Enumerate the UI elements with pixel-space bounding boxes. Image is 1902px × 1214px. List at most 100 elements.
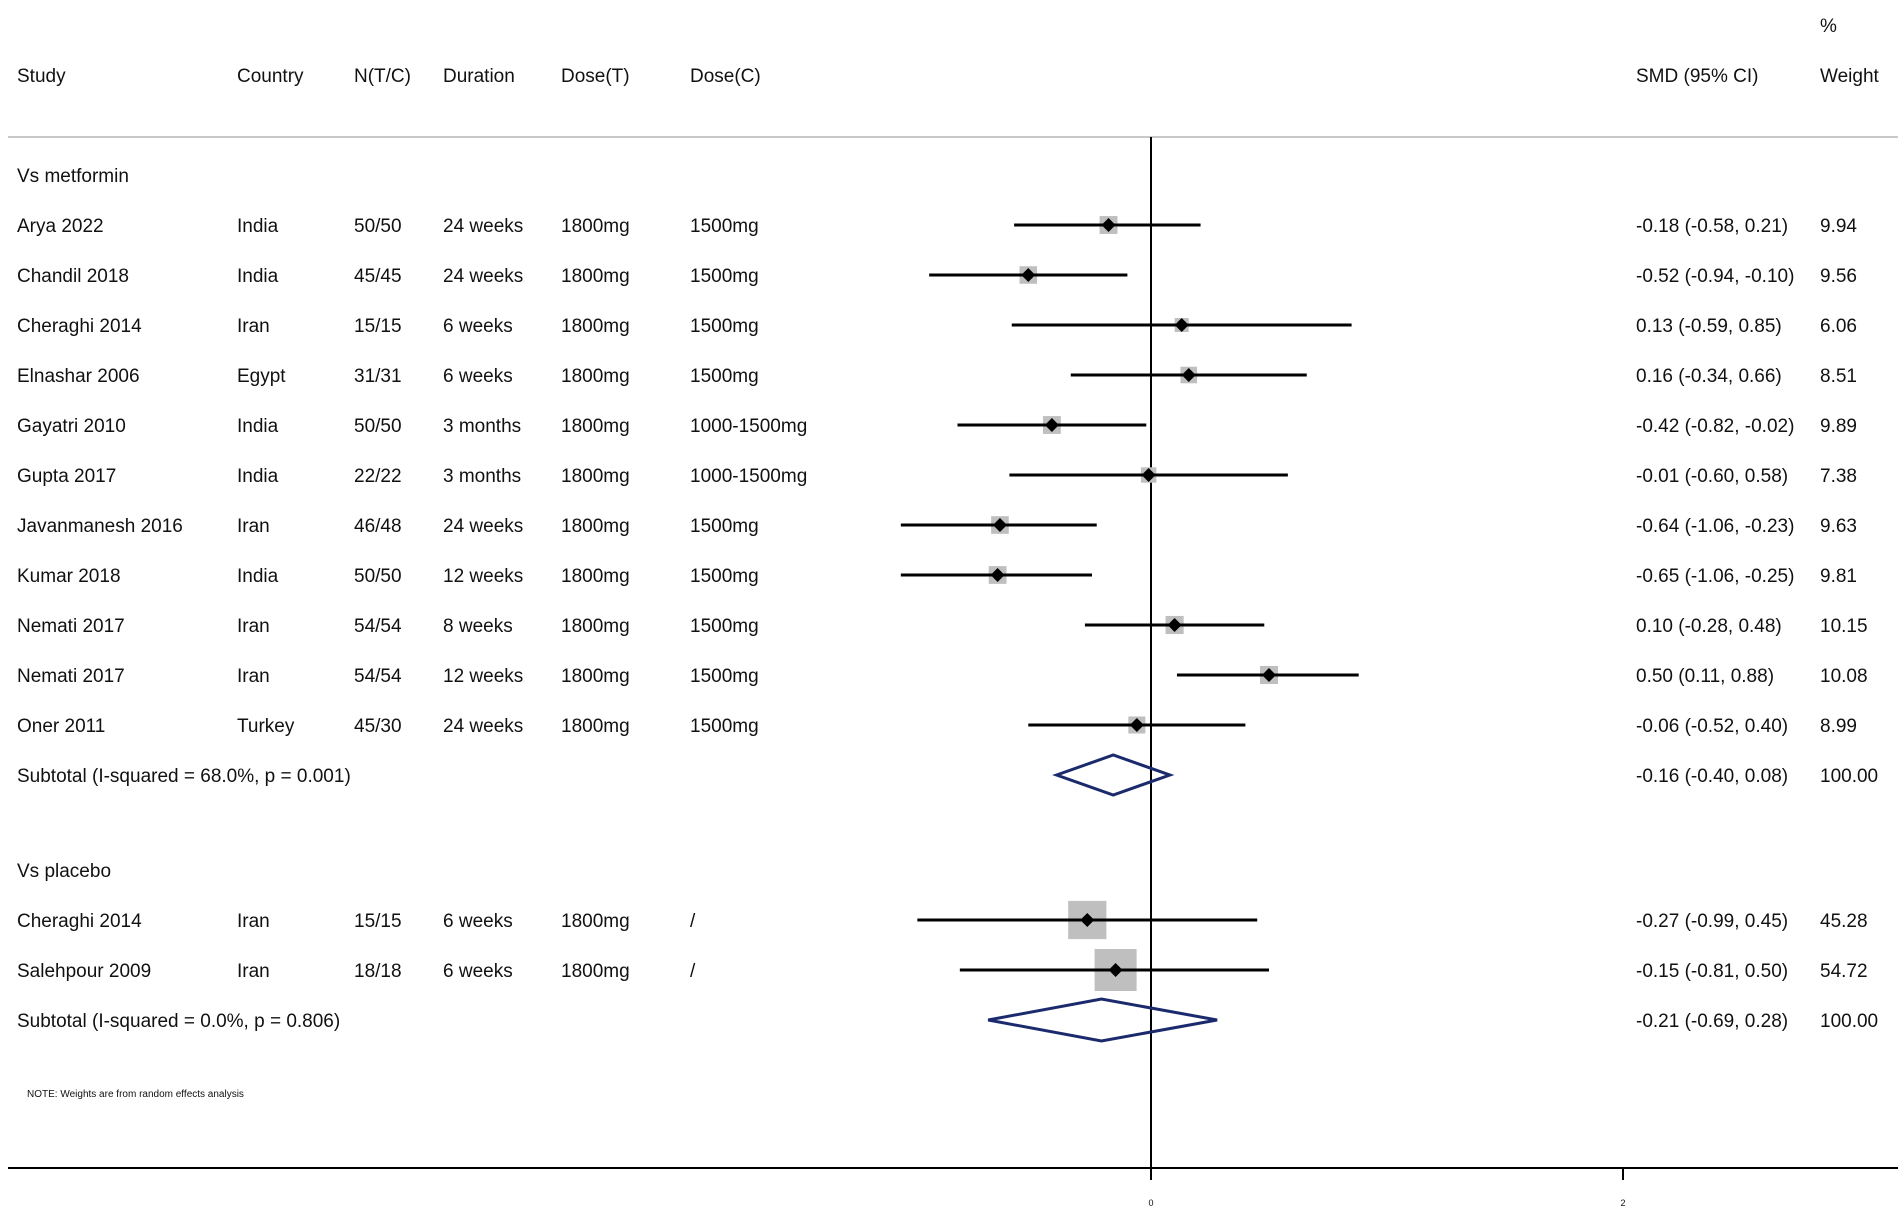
- point-estimate: [992, 518, 1007, 532]
- study-country: Iran: [237, 616, 270, 637]
- study-n: 46/48: [354, 516, 402, 537]
- study-n: 50/50: [354, 216, 402, 237]
- study-dose-c: 1500mg: [690, 566, 759, 587]
- study-dose-t: 1800mg: [561, 961, 630, 982]
- study-smd-ci: -0.65 (-1.06, -0.25): [1636, 566, 1794, 587]
- study-name: Oner 2011: [17, 716, 105, 737]
- study-row: Javanmanesh 2016 Iran 46/48 24 weeks 1800mg 1…: [17, 516, 1857, 537]
- study-weight: 9.81: [1820, 566, 1857, 587]
- study-name: Cheraghi 2014: [17, 911, 142, 932]
- header-country: Country: [237, 66, 304, 87]
- study-duration: 24 weeks: [443, 266, 523, 287]
- point-estimate: [1044, 418, 1059, 432]
- study-n: 50/50: [354, 416, 402, 437]
- study-dose-c: 1500mg: [690, 716, 759, 737]
- group-label: Vs metformin: [17, 166, 129, 187]
- point-estimate: [990, 568, 1005, 582]
- study-weight: 45.28: [1820, 911, 1868, 932]
- subtotal-smd-ci: -0.16 (-0.40, 0.08): [1636, 766, 1788, 787]
- study-duration: 3 months: [443, 416, 521, 437]
- study-duration: 24 weeks: [443, 516, 523, 537]
- study-row: Salehpour 2009 Iran 18/18 6 weeks 1800mg / -0.…: [17, 949, 1868, 991]
- column-headers: Study Country N(T/C) Duration Dose(T) Do…: [17, 16, 1880, 87]
- study-smd-ci: 0.16 (-0.34, 0.66): [1636, 366, 1782, 387]
- study-dose-c: 1500mg: [690, 366, 759, 387]
- pooled-diamond: [1052, 753, 1175, 797]
- study-smd-ci: -0.15 (-0.81, 0.50): [1636, 961, 1788, 982]
- point-estimate: [1181, 368, 1196, 382]
- study-name: Gupta 2017: [17, 466, 116, 487]
- study-row: Cheraghi 2014 Iran 15/15 6 weeks 1800mg / -0.2…: [17, 900, 1868, 940]
- study-duration: 3 months: [443, 466, 521, 487]
- study-row: Kumar 2018 India 50/50 12 weeks 1800mg 1500mg…: [17, 566, 1857, 587]
- study-weight: 9.63: [1820, 516, 1857, 537]
- group-label: Vs placebo: [17, 861, 111, 882]
- study-dose-t: 1800mg: [561, 316, 630, 337]
- subtotal-weight: 100.00: [1820, 1011, 1878, 1032]
- study-smd-ci: 0.10 (-0.28, 0.48): [1636, 616, 1782, 637]
- point-estimate: [1129, 718, 1144, 732]
- study-dose-t: 1800mg: [561, 516, 630, 537]
- point-estimate: [1167, 618, 1182, 632]
- study-dose-t: 1800mg: [561, 616, 630, 637]
- header-dose-t: Dose(T): [561, 66, 630, 87]
- study-dose-t: 1800mg: [561, 266, 630, 287]
- study-row: Nemati 2017 Iran 54/54 8 weeks 1800mg 1500mg 0…: [17, 615, 1868, 637]
- study-smd-ci: 0.13 (-0.59, 0.85): [1636, 316, 1782, 337]
- header-duration: Duration: [443, 66, 515, 87]
- point-estimate: [1174, 318, 1189, 332]
- header-n: N(T/C): [354, 66, 411, 87]
- header-weight-percent: %: [1820, 16, 1837, 37]
- pooled-diamond: [987, 997, 1218, 1043]
- study-dose-t: 1800mg: [561, 566, 630, 587]
- study-row: Arya 2022 India 50/50 24 weeks 1800mg 1500mg -…: [17, 216, 1857, 237]
- study-smd-ci: -0.01 (-0.60, 0.58): [1636, 466, 1788, 487]
- group-2: Vs placebo Cheraghi 2014 Iran 15/15 6 weeks 1…: [17, 861, 1878, 1043]
- study-weight: 6.06: [1820, 316, 1857, 337]
- study-dose-c: 1500mg: [690, 516, 759, 537]
- study-name: Gayatri 2010: [17, 416, 126, 437]
- point-estimate: [1021, 268, 1036, 282]
- subtotal-smd-ci: -0.21 (-0.69, 0.28): [1636, 1011, 1788, 1032]
- study-n: 15/15: [354, 316, 402, 337]
- header-weight: Weight: [1820, 66, 1880, 87]
- study-weight: 10.15: [1820, 616, 1868, 637]
- study-smd-ci: -0.06 (-0.52, 0.40): [1636, 716, 1788, 737]
- study-country: India: [237, 266, 279, 287]
- study-name: Elnashar 2006: [17, 366, 140, 387]
- header-study: Study: [17, 66, 66, 87]
- study-duration: 12 weeks: [443, 566, 523, 587]
- study-weight: 9.94: [1820, 216, 1857, 237]
- subtotal-label: Subtotal (I-squared = 68.0%, p = 0.001): [17, 766, 351, 787]
- study-row: Cheraghi 2014 Iran 15/15 6 weeks 1800mg 1500m…: [17, 316, 1857, 337]
- x-tick-label: 0: [1148, 1198, 1153, 1208]
- study-smd-ci: -0.64 (-1.06, -0.23): [1636, 516, 1794, 537]
- study-dose-c: /: [690, 911, 696, 932]
- study-country: Iran: [237, 911, 270, 932]
- study-weight: 9.89: [1820, 416, 1857, 437]
- point-estimate: [1101, 218, 1116, 232]
- study-row: Oner 2011 Turkey 45/30 24 weeks 1800mg 1500mg…: [17, 716, 1857, 737]
- study-dose-t: 1800mg: [561, 716, 630, 737]
- study-dose-c: 1500mg: [690, 216, 759, 237]
- study-dose-t: 1800mg: [561, 416, 630, 437]
- study-weight: 8.51: [1820, 366, 1857, 387]
- study-weight: 9.56: [1820, 266, 1857, 287]
- study-country: India: [237, 416, 279, 437]
- point-estimate: [1080, 913, 1095, 927]
- study-row: Elnashar 2006 Egypt 31/31 6 weeks 1800mg 1500…: [17, 366, 1857, 387]
- subtotal-label: Subtotal (I-squared = 0.0%, p = 0.806): [17, 1011, 340, 1032]
- study-weight: 7.38: [1820, 466, 1857, 487]
- study-country: Iran: [237, 316, 270, 337]
- study-dose-c: 1500mg: [690, 666, 759, 687]
- study-dose-c: 1000-1500mg: [690, 466, 807, 487]
- study-duration: 6 weeks: [443, 366, 513, 387]
- study-duration: 8 weeks: [443, 616, 513, 637]
- point-estimate: [1108, 963, 1123, 977]
- study-country: India: [237, 466, 279, 487]
- study-row: Gayatri 2010 India 50/50 3 months 1800mg 1000…: [17, 416, 1857, 437]
- study-name: Kumar 2018: [17, 566, 121, 587]
- study-dose-c: 1500mg: [690, 316, 759, 337]
- study-country: Iran: [237, 516, 270, 537]
